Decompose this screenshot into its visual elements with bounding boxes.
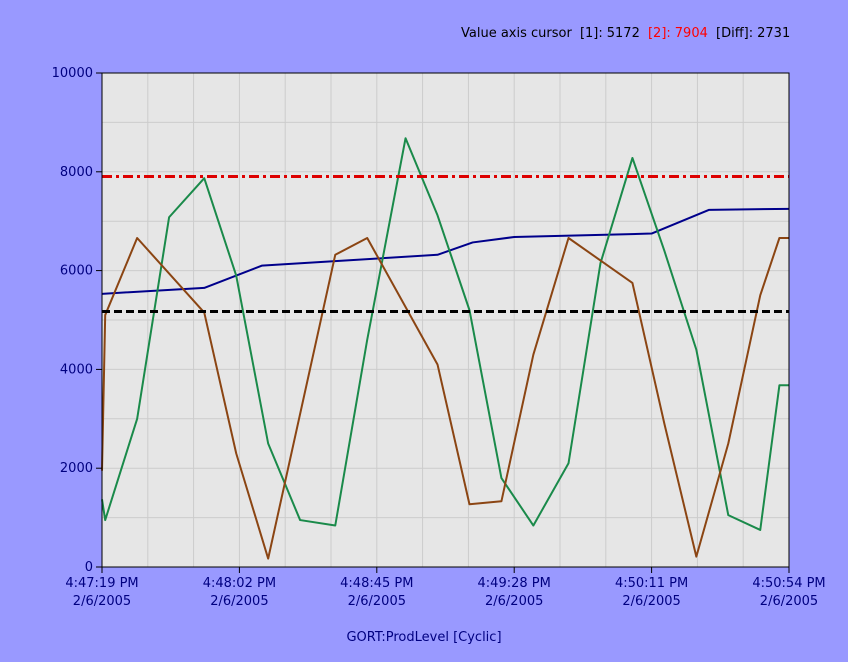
x-tick-label-date: 2/6/2005: [485, 594, 543, 609]
cursor-diff-label: [Diff]:: [716, 26, 754, 41]
plot-border: [101, 72, 790, 568]
cursor-2-value: 7904: [674, 26, 708, 41]
y-tick-label: 0: [85, 560, 93, 575]
x-tick-label-date: 2/6/2005: [622, 594, 680, 609]
x-tick-label-time: 4:48:45 PM: [340, 576, 413, 591]
cursor-1-label: [1]:: [579, 26, 603, 41]
y-tick-label: 2000: [60, 461, 93, 476]
cursor-1-value: 5172: [606, 26, 640, 41]
y-tick-label: 10000: [52, 66, 93, 81]
y-tick-label: 4000: [60, 362, 93, 377]
value-axis-cursor-readout: Value axis cursor [1]: 5172 [2]: 7904 [Dif…: [461, 26, 794, 41]
x-tick-label-time: 4:47:19 PM: [65, 576, 138, 591]
x-tick-label-date: 2/6/2005: [348, 594, 406, 609]
x-tick-label-time: 4:49:28 PM: [478, 576, 551, 591]
x-tick-label-time: 4:50:54 PM: [752, 576, 825, 591]
series-line-2: [101, 137, 789, 531]
x-tick-label-date: 2/6/2005: [210, 594, 268, 609]
cursor-readout-label: Value axis cursor: [461, 26, 572, 41]
series-line-1: [101, 207, 790, 295]
x-tick-label-time: 4:48:02 PM: [203, 576, 276, 591]
y-tick-label: 8000: [60, 165, 93, 180]
chart-footer-title: GORT:ProdLevel [Cyclic]: [346, 630, 502, 645]
y-tick-label: 6000: [60, 264, 93, 279]
x-tick-label-date: 2/6/2005: [760, 594, 818, 609]
series-line-3: [101, 236, 789, 560]
x-tick-label-time: 4:50:11 PM: [615, 576, 688, 591]
cursor-2-label: [2]:: [647, 26, 671, 41]
cursor-diff-value: 2731: [757, 26, 791, 41]
x-tick-label-date: 2/6/2005: [73, 594, 131, 609]
